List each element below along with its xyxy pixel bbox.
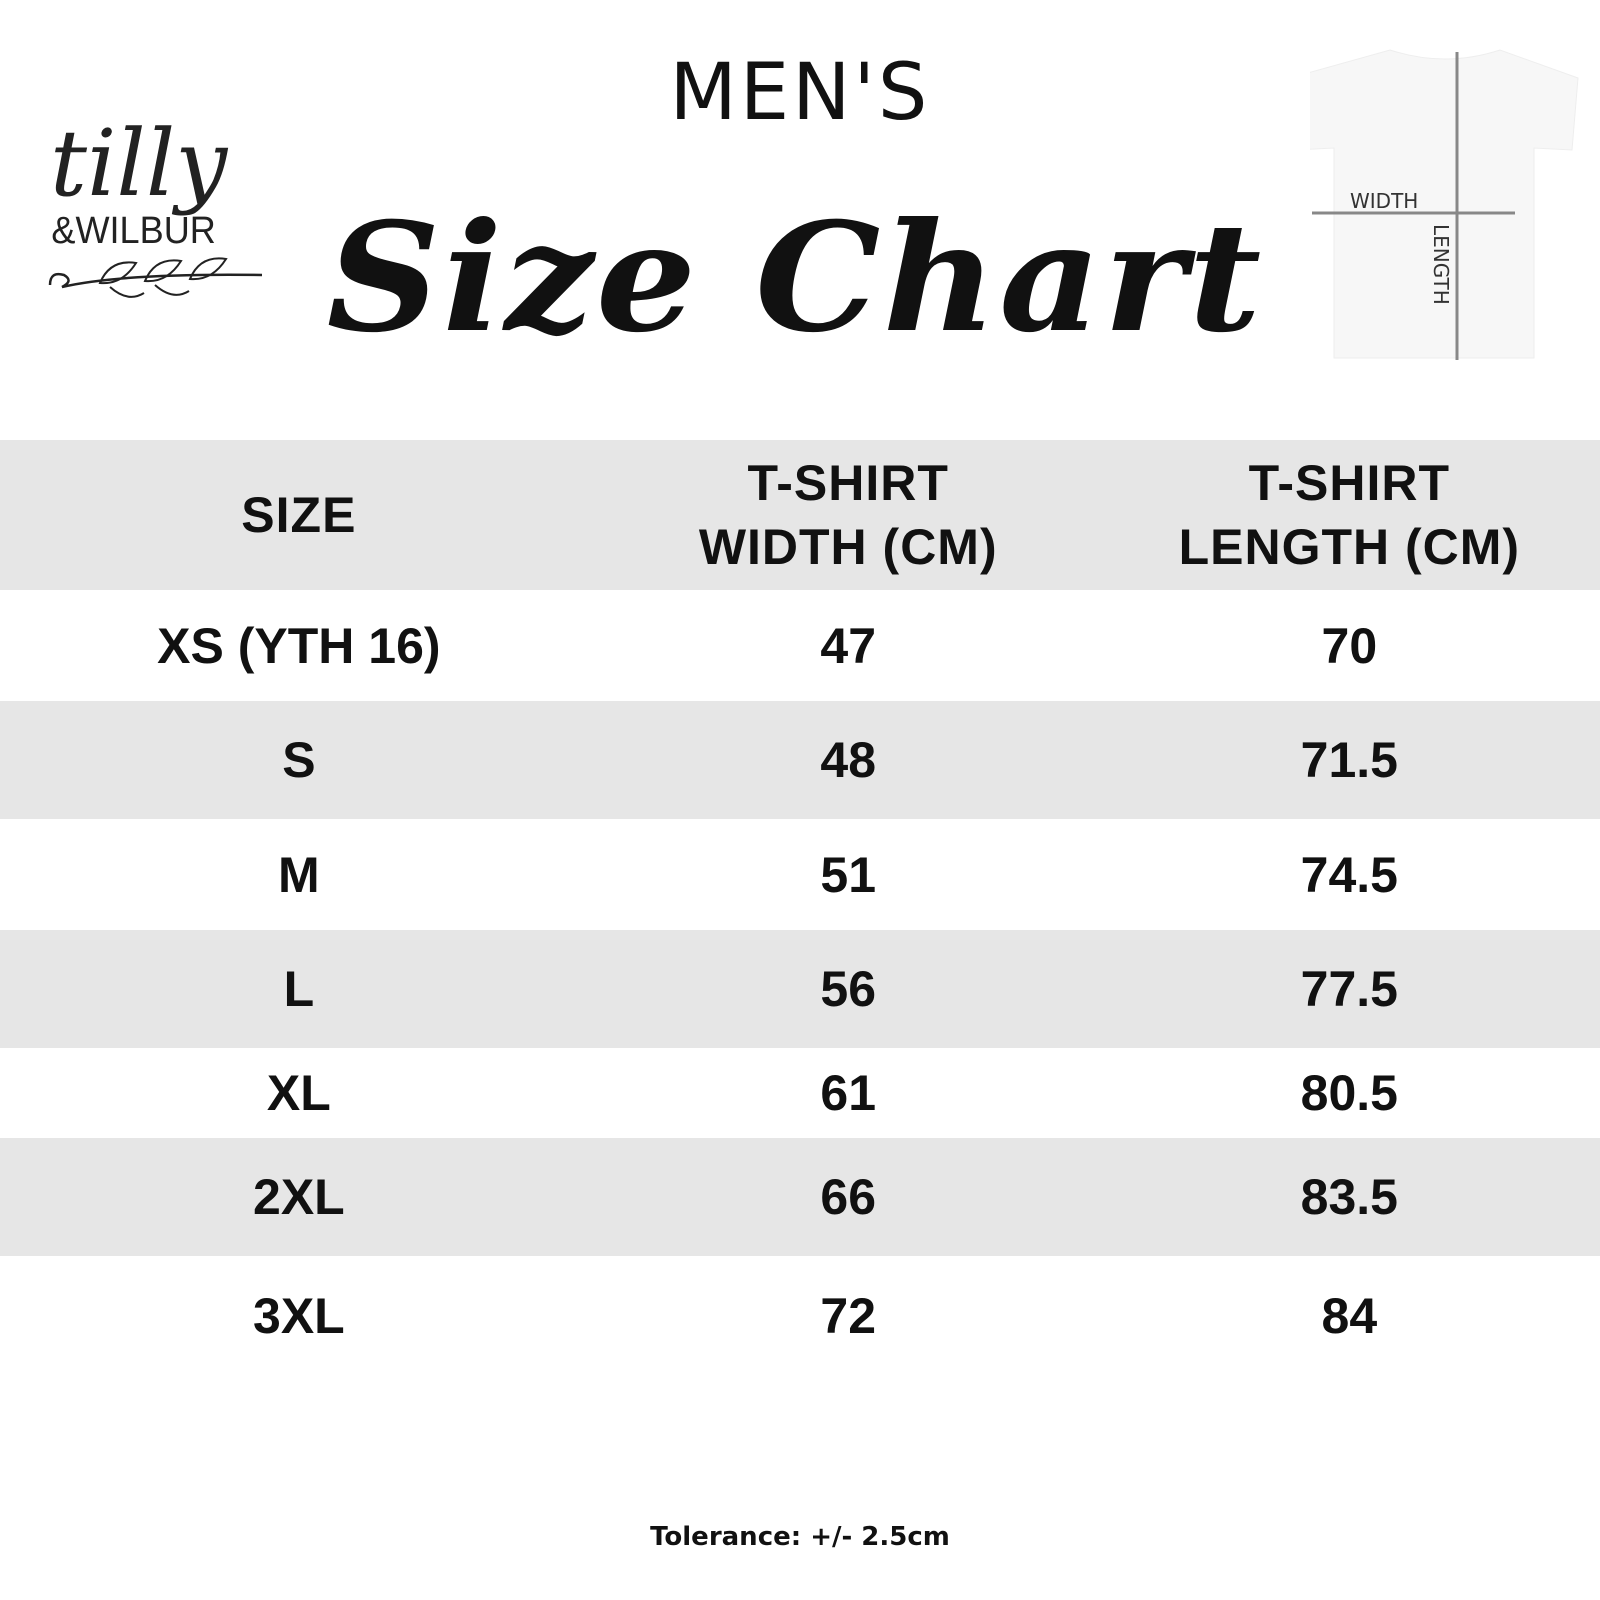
table-row: M 51 74.5: [0, 819, 1600, 930]
table-row: 3XL 72 84: [0, 1256, 1600, 1376]
svg-text:tilly: tilly: [50, 110, 228, 217]
width-cell: 61: [820, 1065, 877, 1121]
size-cell: 3XL: [253, 1288, 345, 1344]
table-row: XL 61 80.5: [0, 1048, 1600, 1138]
width-cell: 51: [820, 846, 877, 903]
tilly-wilbur-logo: tilly &WILBUR: [48, 110, 263, 298]
size-cell: XL: [266, 1065, 331, 1121]
table-row: 2XL 66 83.5: [0, 1138, 1600, 1256]
svg-text:&WILBUR: &WILBUR: [51, 208, 215, 251]
length-cell: 71.5: [1098, 701, 1600, 819]
header-length: T-SHIRT LENGTH (CM): [1098, 440, 1600, 590]
table-row: L 56 77.5: [0, 930, 1600, 1048]
size-cell: S: [0, 701, 598, 819]
width-cell: 56: [597, 930, 1099, 1048]
width-cell: 47: [820, 617, 877, 674]
length-label: LENGTH: [1429, 224, 1453, 305]
length-cell: 70: [1321, 617, 1378, 674]
length-cell: 83.5: [1098, 1138, 1600, 1256]
subtitle-mens: MEN'S: [669, 48, 931, 138]
table-row: XS (YTH 16) 47 70: [0, 590, 1600, 701]
tshirt-measurement-diagram: WIDTH LENGTH: [1310, 49, 1579, 360]
width-cell: 66: [597, 1138, 1099, 1256]
length-cell: 80.5: [1300, 1065, 1398, 1121]
length-cell: 84: [1321, 1288, 1378, 1344]
header-size: SIZE: [0, 440, 598, 590]
length-cell: 77.5: [1098, 930, 1600, 1048]
header-width: T-SHIRT WIDTH (CM): [597, 440, 1099, 590]
page-title: Size Chart: [326, 190, 1264, 366]
size-cell: XS (YTH 16): [157, 617, 441, 674]
size-cell: L: [0, 930, 598, 1048]
width-cell: 48: [597, 701, 1099, 819]
size-table: SIZE T-SHIRT WIDTH (CM) T-SHIRT LENGTH (…: [0, 440, 1600, 1376]
width-label: WIDTH: [1350, 189, 1418, 213]
tolerance-note: Tolerance: +/- 2.5cm: [650, 1522, 950, 1552]
length-cell: 74.5: [1300, 846, 1398, 903]
width-cell: 72: [820, 1288, 877, 1344]
size-cell: M: [278, 846, 320, 903]
table-header-row: SIZE T-SHIRT WIDTH (CM) T-SHIRT LENGTH (…: [0, 440, 1600, 590]
table-row: S 48 71.5: [0, 701, 1600, 819]
size-cell: 2XL: [0, 1138, 598, 1256]
